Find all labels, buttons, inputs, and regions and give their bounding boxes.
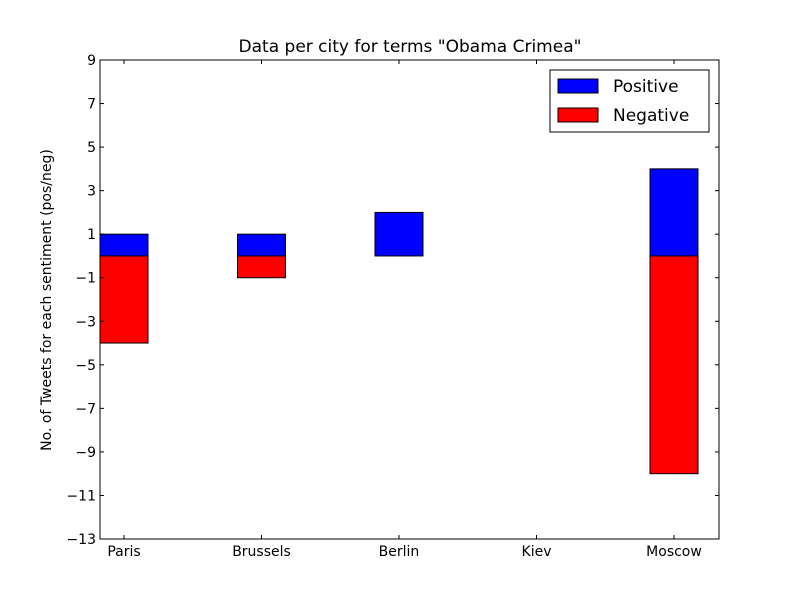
- y-axis-label: No. of Tweets for each sentiment (pos/ne…: [39, 149, 55, 451]
- legend-swatch-negative: [557, 107, 599, 123]
- legend: Positive Negative: [549, 69, 710, 133]
- y-tick-label: 7: [87, 97, 96, 113]
- y-tick-label: −11: [66, 488, 96, 504]
- y-tick-label: −13: [66, 532, 96, 548]
- y-tick-label: 9: [87, 53, 96, 69]
- x-ticks-group: Paris Brussels Berlin Kiev Moscow: [107, 60, 702, 560]
- bar-positive-brussels: [237, 233, 286, 257]
- y-tick-label: 1: [87, 227, 96, 243]
- y-tick-label: −9: [75, 445, 96, 461]
- x-tick-label: Kiev: [522, 544, 552, 560]
- legend-swatch-positive: [557, 78, 599, 94]
- y-ticks-group: 9 7 5 3 1 −1 −3 −5 −7 −9 −11 −13: [66, 53, 719, 548]
- x-tick-label: Moscow: [646, 544, 702, 560]
- legend-label-positive: Positive: [613, 77, 679, 97]
- bar-positive-paris: [99, 233, 149, 257]
- y-tick-label: −1: [75, 271, 96, 287]
- plot-area: 9 7 5 3 1 −1 −3 −5 −7 −9 −11 −13 Paris Brussels Berli…: [66, 53, 720, 560]
- y-tick-label: −5: [75, 358, 96, 374]
- y-tick-label: −3: [75, 314, 96, 330]
- x-tick-label: Berlin: [379, 544, 420, 560]
- x-tick-label: Brussels: [232, 544, 291, 560]
- y-tick-label: −7: [75, 401, 96, 417]
- x-tick-label: Paris: [107, 544, 140, 560]
- bar-positive-berlin: [374, 211, 424, 257]
- plot-frame: [99, 59, 720, 540]
- chart-title: Data per city for terms "Obama Crimea": [239, 37, 582, 57]
- y-tick-label: 3: [87, 184, 96, 200]
- legend-label-negative: Negative: [613, 106, 689, 126]
- bars-group: [99, 168, 699, 475]
- y-tick-label: 5: [87, 140, 96, 156]
- bar-negative-paris: [99, 255, 149, 344]
- bar-negative-brussels: [237, 255, 286, 279]
- bar-positive-moscow: [649, 168, 699, 257]
- bar-negative-moscow: [649, 255, 699, 475]
